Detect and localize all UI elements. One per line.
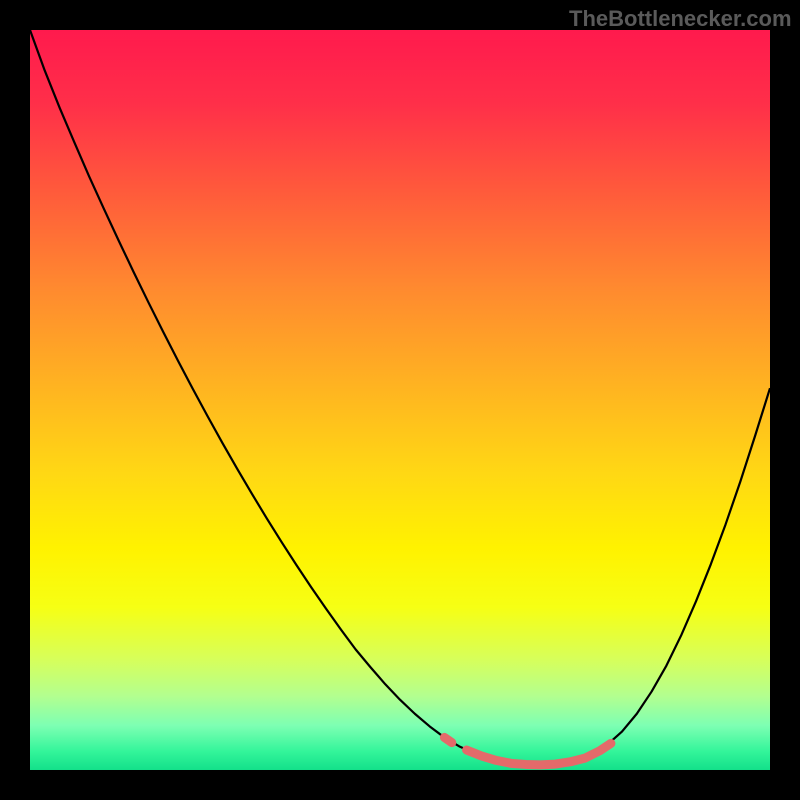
optimal-range-marker-0 (444, 737, 451, 742)
watermark-text: TheBottlenecker.com (569, 6, 792, 32)
chart-frame (30, 30, 770, 770)
gradient-background (30, 30, 770, 770)
chart-svg (30, 30, 770, 770)
